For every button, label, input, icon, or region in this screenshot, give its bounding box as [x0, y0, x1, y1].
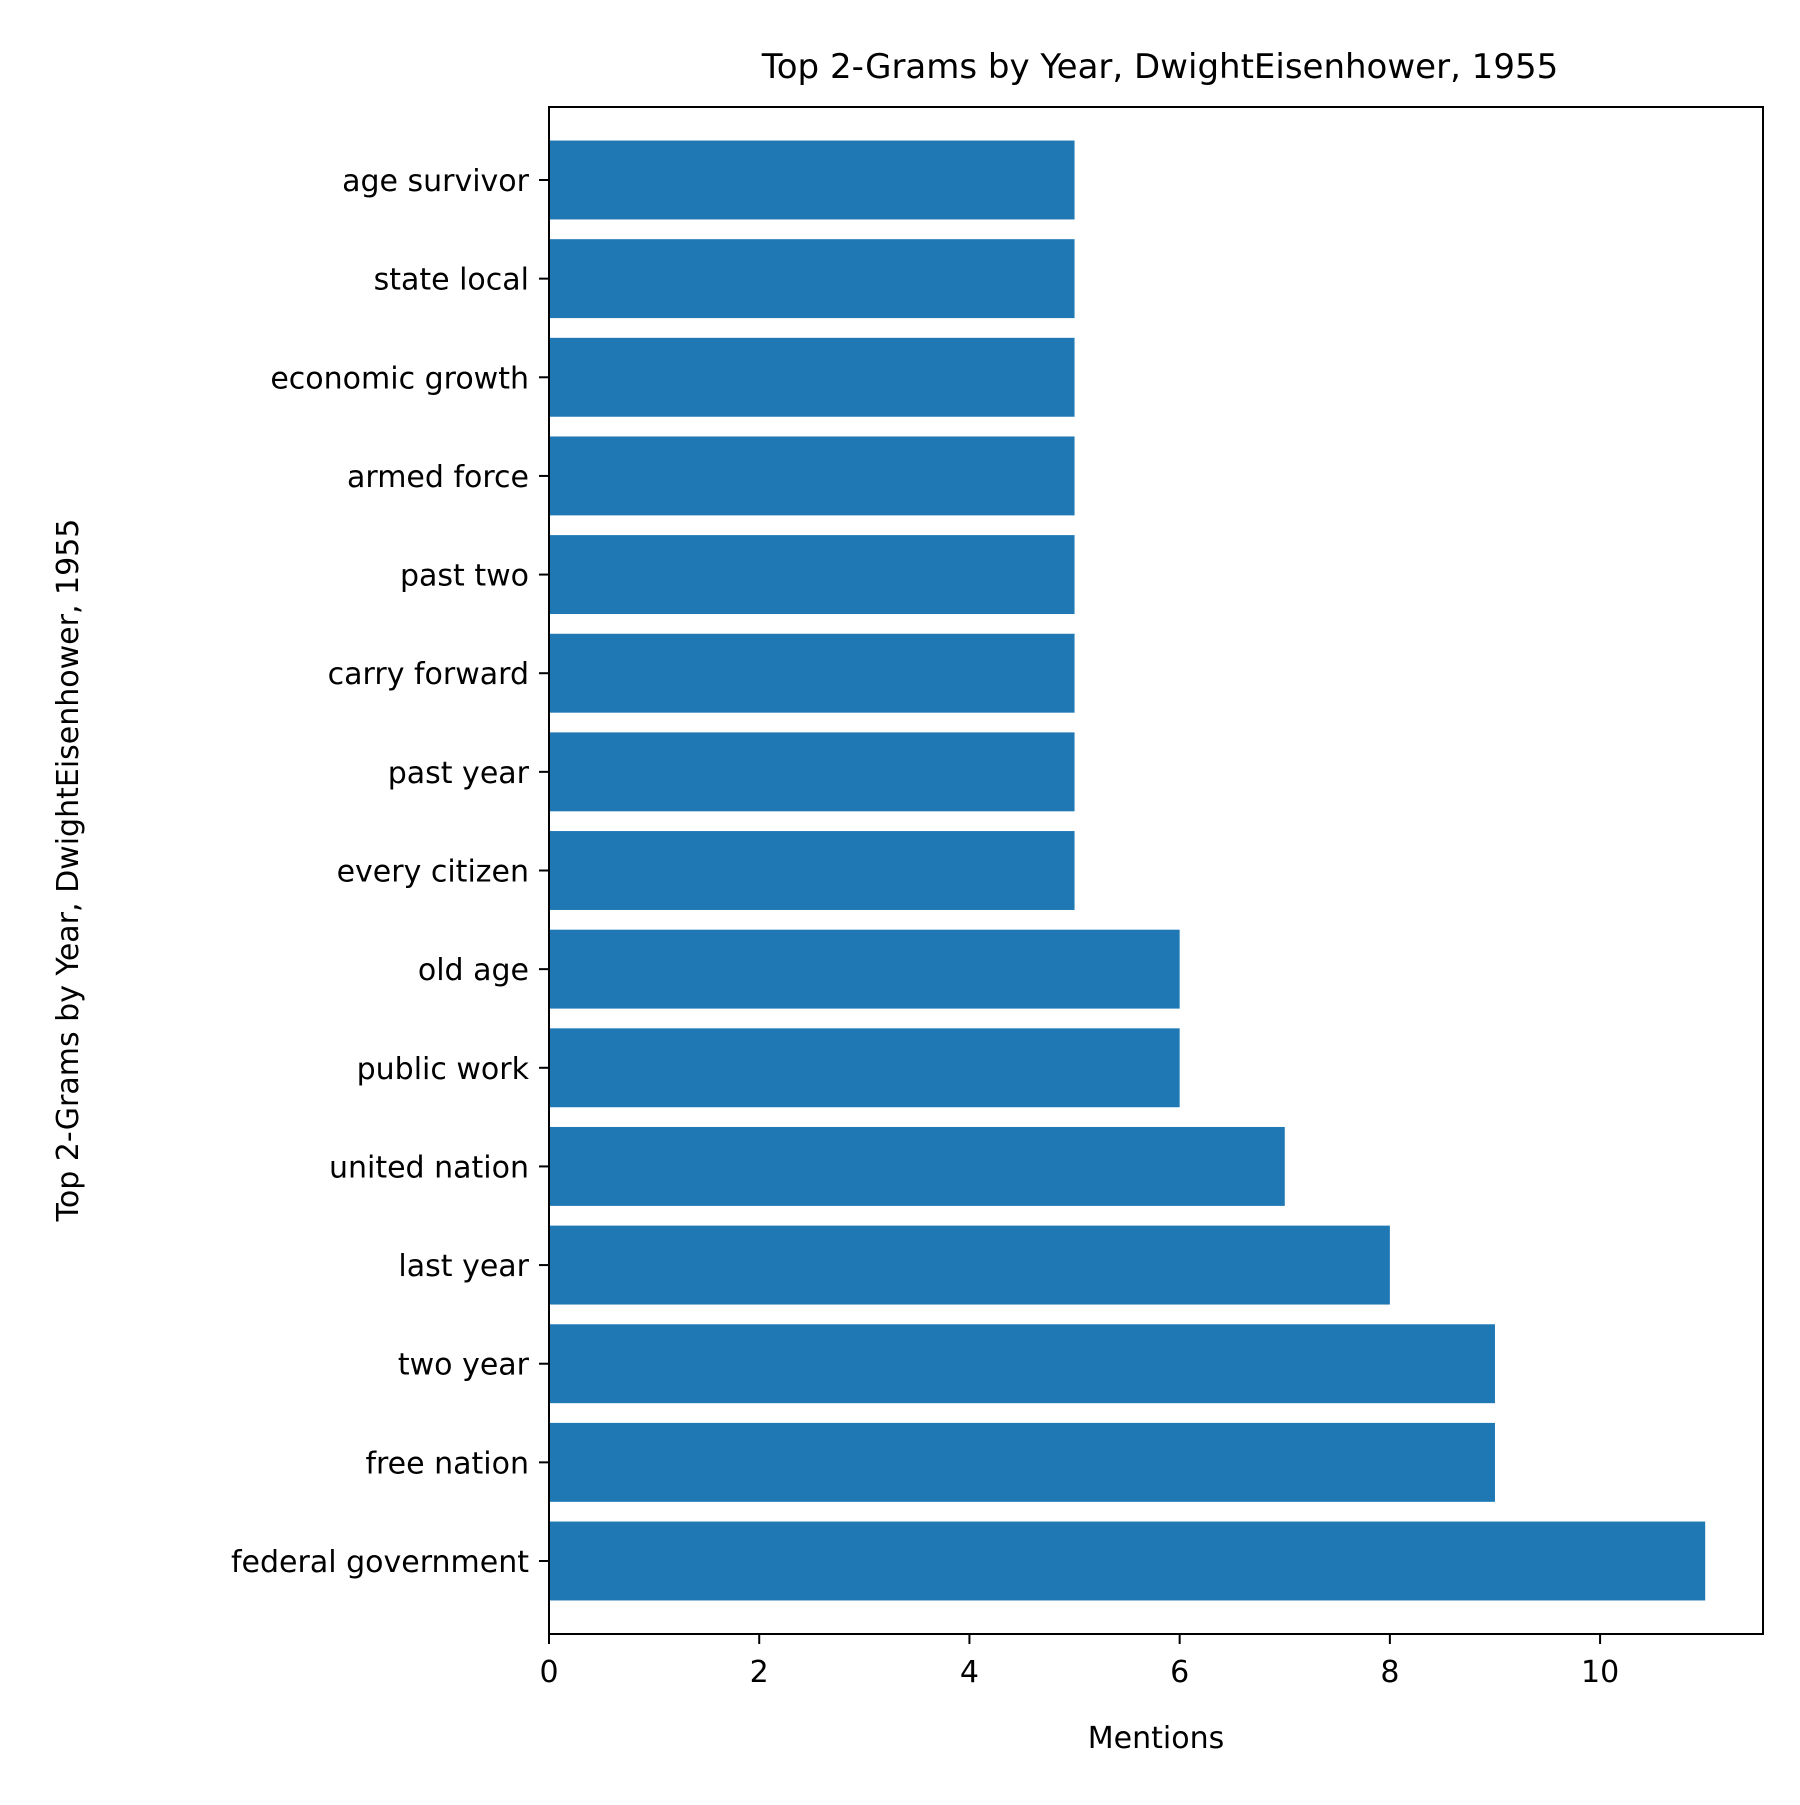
y-tick-label: economic growth — [270, 361, 529, 396]
bar — [549, 1225, 1390, 1305]
y-tick-label: free nation — [365, 1446, 529, 1481]
y-tick-label: age survivor — [342, 164, 530, 199]
plot-frame — [548, 106, 1764, 1635]
y-tick-label: two year — [398, 1348, 530, 1383]
x-tick-label: 6 — [1170, 1655, 1189, 1690]
y-tick-label: past year — [388, 756, 530, 791]
y-tick-label: last year — [398, 1249, 529, 1284]
y-axis: federal government free nation two year las… — [231, 164, 549, 1580]
x-axis-label: Mentions — [1088, 1721, 1224, 1756]
x-tick-label: 8 — [1380, 1655, 1399, 1690]
bar — [549, 239, 1075, 319]
x-tick-label: 4 — [960, 1655, 979, 1690]
bar — [549, 1126, 1285, 1206]
bar — [549, 633, 1075, 713]
chart-title: Top 2-Grams by Year, DwightEisenhower, 1… — [761, 47, 1558, 87]
bar — [549, 1028, 1180, 1108]
y-tick-label: past two — [400, 559, 529, 594]
bar — [549, 1521, 1706, 1601]
bar — [549, 535, 1075, 615]
bar — [549, 1324, 1495, 1404]
y-tick-label: state local — [374, 263, 529, 298]
bar — [549, 732, 1075, 812]
y-tick-label: every citizen — [337, 855, 529, 890]
x-tick-label: 0 — [539, 1655, 558, 1690]
bar — [549, 337, 1075, 417]
y-tick-label: united nation — [329, 1150, 529, 1185]
y-tick-label: public work — [357, 1052, 530, 1087]
bar — [549, 831, 1075, 910]
x-tick-label: 2 — [750, 1655, 769, 1690]
bar — [549, 140, 1075, 220]
x-tick-label: 10 — [1581, 1655, 1619, 1690]
y-tick-label: old age — [418, 953, 529, 988]
y-tick-label: carry forward — [328, 657, 529, 692]
bars-layer — [549, 140, 1706, 1601]
x-axis: 0 2 4 6 8 10 — [539, 1634, 1619, 1690]
y-tick-label: federal government — [231, 1545, 529, 1580]
bar — [549, 929, 1180, 1009]
bar — [549, 1422, 1495, 1502]
y-axis-label: Top 2-Grams by Year, DwightEisenhower, 1… — [51, 519, 86, 1223]
bar — [549, 436, 1075, 516]
y-tick-label: armed force — [347, 460, 529, 495]
